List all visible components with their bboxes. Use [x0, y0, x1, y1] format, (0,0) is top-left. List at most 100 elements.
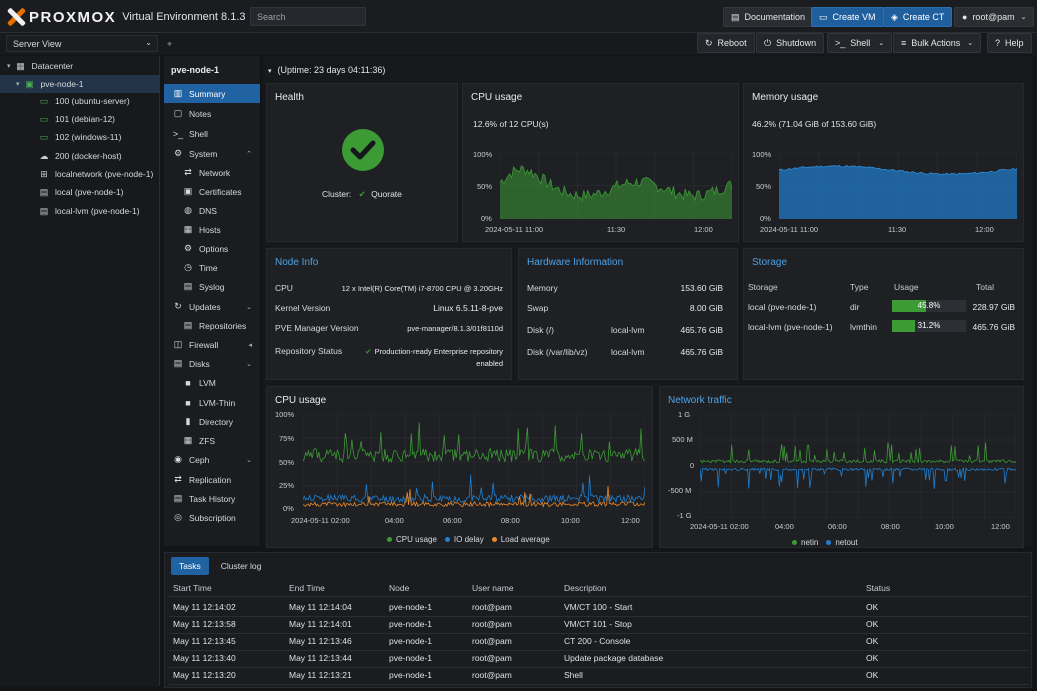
nav-item-directory[interactable]: ▮ Directory	[164, 412, 260, 431]
hardware-info-title: Hardware Information	[527, 257, 624, 268]
storage-name[interactable]: local-lvm (pve-node-1)	[748, 322, 833, 332]
nav-item-system[interactable]: ⚙ System ⌃	[164, 144, 260, 163]
legend-label[interactable]: IO delay	[453, 535, 484, 544]
chevron-icon[interactable]: ⌄	[246, 456, 252, 464]
reboot-button[interactable]: ↻ Reboot	[697, 33, 755, 53]
create-ct-button[interactable]: ◈ Create CT	[883, 7, 953, 27]
nav-item-label: System	[189, 148, 218, 159]
cpu-area	[500, 165, 732, 219]
chevron-icon[interactable]: ⌃	[246, 150, 252, 158]
nav-item-label: Notes	[189, 108, 212, 119]
storage-icon: ▤	[39, 186, 49, 197]
column-header[interactable]: Description	[564, 583, 607, 593]
user-label: root@pam	[972, 12, 1015, 22]
storage-usage-text: 31.2%	[917, 321, 941, 330]
proxmox-logo[interactable]: PROXMOX Virtual Environment 8.1.3	[6, 7, 246, 27]
tree-item-vm-102[interactable]: ▭ 102 (windows-11)	[0, 128, 160, 146]
nav-item-hosts[interactable]: ▦ Hosts	[164, 220, 260, 239]
cube-icon: ◈	[891, 11, 898, 22]
bulk-actions-button[interactable]: ≡ Bulk Actions ⌄	[893, 33, 982, 53]
x-tick: 11:30	[888, 225, 907, 234]
node-info-label: CPU	[275, 283, 293, 293]
user-menu-button[interactable]: ● root@pam ⌄	[954, 7, 1035, 27]
nav-item-network[interactable]: ⇄ Network	[164, 163, 260, 182]
legend-label[interactable]: CPU usage	[396, 535, 437, 544]
column-header[interactable]: User name	[472, 583, 514, 593]
task-row[interactable]: May 11 12:13:58 May 11 12:14:01 pve-node-1…	[165, 617, 1031, 633]
documentation-button[interactable]: ▤ Documentation	[723, 7, 814, 27]
hardware-info-panel: Hardware Information Memory 153.60 GiB S…	[518, 248, 738, 380]
nav-item-notes[interactable]: ▢ Notes	[164, 104, 260, 123]
vm-icon: ▭	[39, 95, 49, 106]
nav-item-lvm[interactable]: ■ LVM	[164, 373, 260, 392]
time-icon: ◷	[184, 262, 192, 272]
nav-item-repositories[interactable]: ▤ Repositories	[164, 316, 260, 335]
create-ct-label: Create CT	[902, 12, 945, 22]
nav-item-updates[interactable]: ↻ Updates ⌄	[164, 297, 260, 316]
column-header[interactable]: Node	[389, 583, 410, 593]
pin-icon[interactable]: ⌖	[167, 39, 173, 49]
nav-item-subscription[interactable]: ◎ Subscription	[164, 508, 260, 527]
nav-item-dns[interactable]: ◍ DNS	[164, 201, 260, 220]
nav-item-replication[interactable]: ⇄ Replication	[164, 470, 260, 489]
legend-label[interactable]: netin	[801, 538, 819, 547]
row-divider	[169, 650, 1029, 651]
search-input[interactable]: Search	[250, 7, 366, 26]
column-header[interactable]: Status	[866, 583, 891, 593]
tree-item-datacenter[interactable]: ▾ ▦ Datacenter	[0, 57, 160, 75]
legend-dot-green	[792, 540, 797, 545]
tree-item-localnetwork[interactable]: ⊞ localnetwork (pve-node-1)	[0, 165, 160, 183]
dns-icon: ◍	[184, 205, 192, 215]
nav-item-summary[interactable]: ▥ Summary	[164, 84, 260, 103]
legend-label[interactable]: Load average	[500, 535, 550, 544]
y-tick: 1 G	[678, 410, 691, 419]
tree-item-ct-200[interactable]: ☁ 200 (docker-host)	[0, 147, 160, 165]
collapse-icon[interactable]: ▾	[268, 68, 272, 75]
nav-item-options[interactable]: ⚙ Options	[164, 239, 260, 258]
chevron-down-icon: ⌄	[878, 40, 885, 47]
x-tick: 11:30	[607, 225, 626, 234]
nav-item-task-history[interactable]: ▤ Task History	[164, 489, 260, 508]
column-header[interactable]: End Time	[289, 583, 325, 593]
row-divider	[169, 667, 1029, 668]
cpu-line	[500, 165, 732, 202]
task-row[interactable]: May 11 12:14:02 May 11 12:14:04 pve-node-1…	[165, 600, 1031, 616]
shutdown-button[interactable]: ⏻ Shutdown	[756, 33, 825, 53]
tree-item-storage-local-lvm[interactable]: ▤ local-lvm (pve-node-1)	[0, 202, 160, 220]
legend-label[interactable]: netout	[835, 538, 858, 547]
nav-item-zfs[interactable]: ▦ ZFS	[164, 431, 260, 450]
task-row[interactable]: May 11 12:13:40 May 11 12:13:44 pve-node-1…	[165, 651, 1031, 667]
task-cell: May 11 12:14:02	[173, 602, 236, 612]
nav-item-disks[interactable]: ▤ Disks ⌄	[164, 354, 260, 373]
tab-cluster-log[interactable]: Cluster log	[220, 561, 262, 571]
nav-item-firewall[interactable]: ◫ Firewall ◂	[164, 335, 260, 354]
nav-item-lvm-thin[interactable]: ■ LVM-Thin	[164, 393, 260, 412]
create-vm-button[interactable]: ▭ Create VM	[811, 7, 884, 27]
nav-item-shell[interactable]: >_ Shell	[164, 124, 260, 143]
nav-item-syslog[interactable]: ▤ Syslog	[164, 277, 260, 296]
server-view-select[interactable]: Server View ⌄	[6, 35, 158, 52]
y-tick: 50%	[756, 182, 772, 191]
chevron-icon[interactable]: ⌄	[246, 360, 252, 368]
nav-item-certificates[interactable]: ▣ Certificates	[164, 182, 260, 201]
help-button[interactable]: ? Help	[987, 33, 1032, 53]
tree-item-storage-local[interactable]: ▤ local (pve-node-1)	[0, 183, 160, 201]
task-row[interactable]: May 11 12:13:45 May 11 12:13:46 pve-node-1…	[165, 634, 1031, 650]
tree-item-vm-100[interactable]: ▭ 100 (ubuntu-server)	[0, 92, 160, 110]
column-header[interactable]: Start Time	[173, 583, 212, 593]
chevron-icon[interactable]: ◂	[248, 341, 252, 349]
cluster-label: Cluster:	[322, 189, 352, 199]
memory-area	[779, 165, 1017, 219]
tree-item-node[interactable]: ▾ ▣ pve-node-1	[0, 75, 160, 93]
task-cell: root@pam	[472, 653, 512, 663]
nav-item-time[interactable]: ◷ Time	[164, 258, 260, 277]
shell-button[interactable]: >_ Shell ⌄	[827, 33, 893, 53]
tree-item-vm-101[interactable]: ▭ 101 (debian-12)	[0, 110, 160, 128]
storage-name[interactable]: local (pve-node-1)	[748, 302, 817, 312]
task-row[interactable]: May 11 12:13:20 May 11 12:13:21 pve-node-1…	[165, 668, 1031, 684]
chevron-icon[interactable]: ⌄	[246, 303, 252, 311]
caret-down-icon: ▾	[16, 81, 20, 88]
io-delay-series	[303, 474, 645, 504]
tab-tasks[interactable]: Tasks	[171, 557, 209, 575]
nav-item-ceph[interactable]: ◉ Ceph ⌄	[164, 450, 260, 469]
